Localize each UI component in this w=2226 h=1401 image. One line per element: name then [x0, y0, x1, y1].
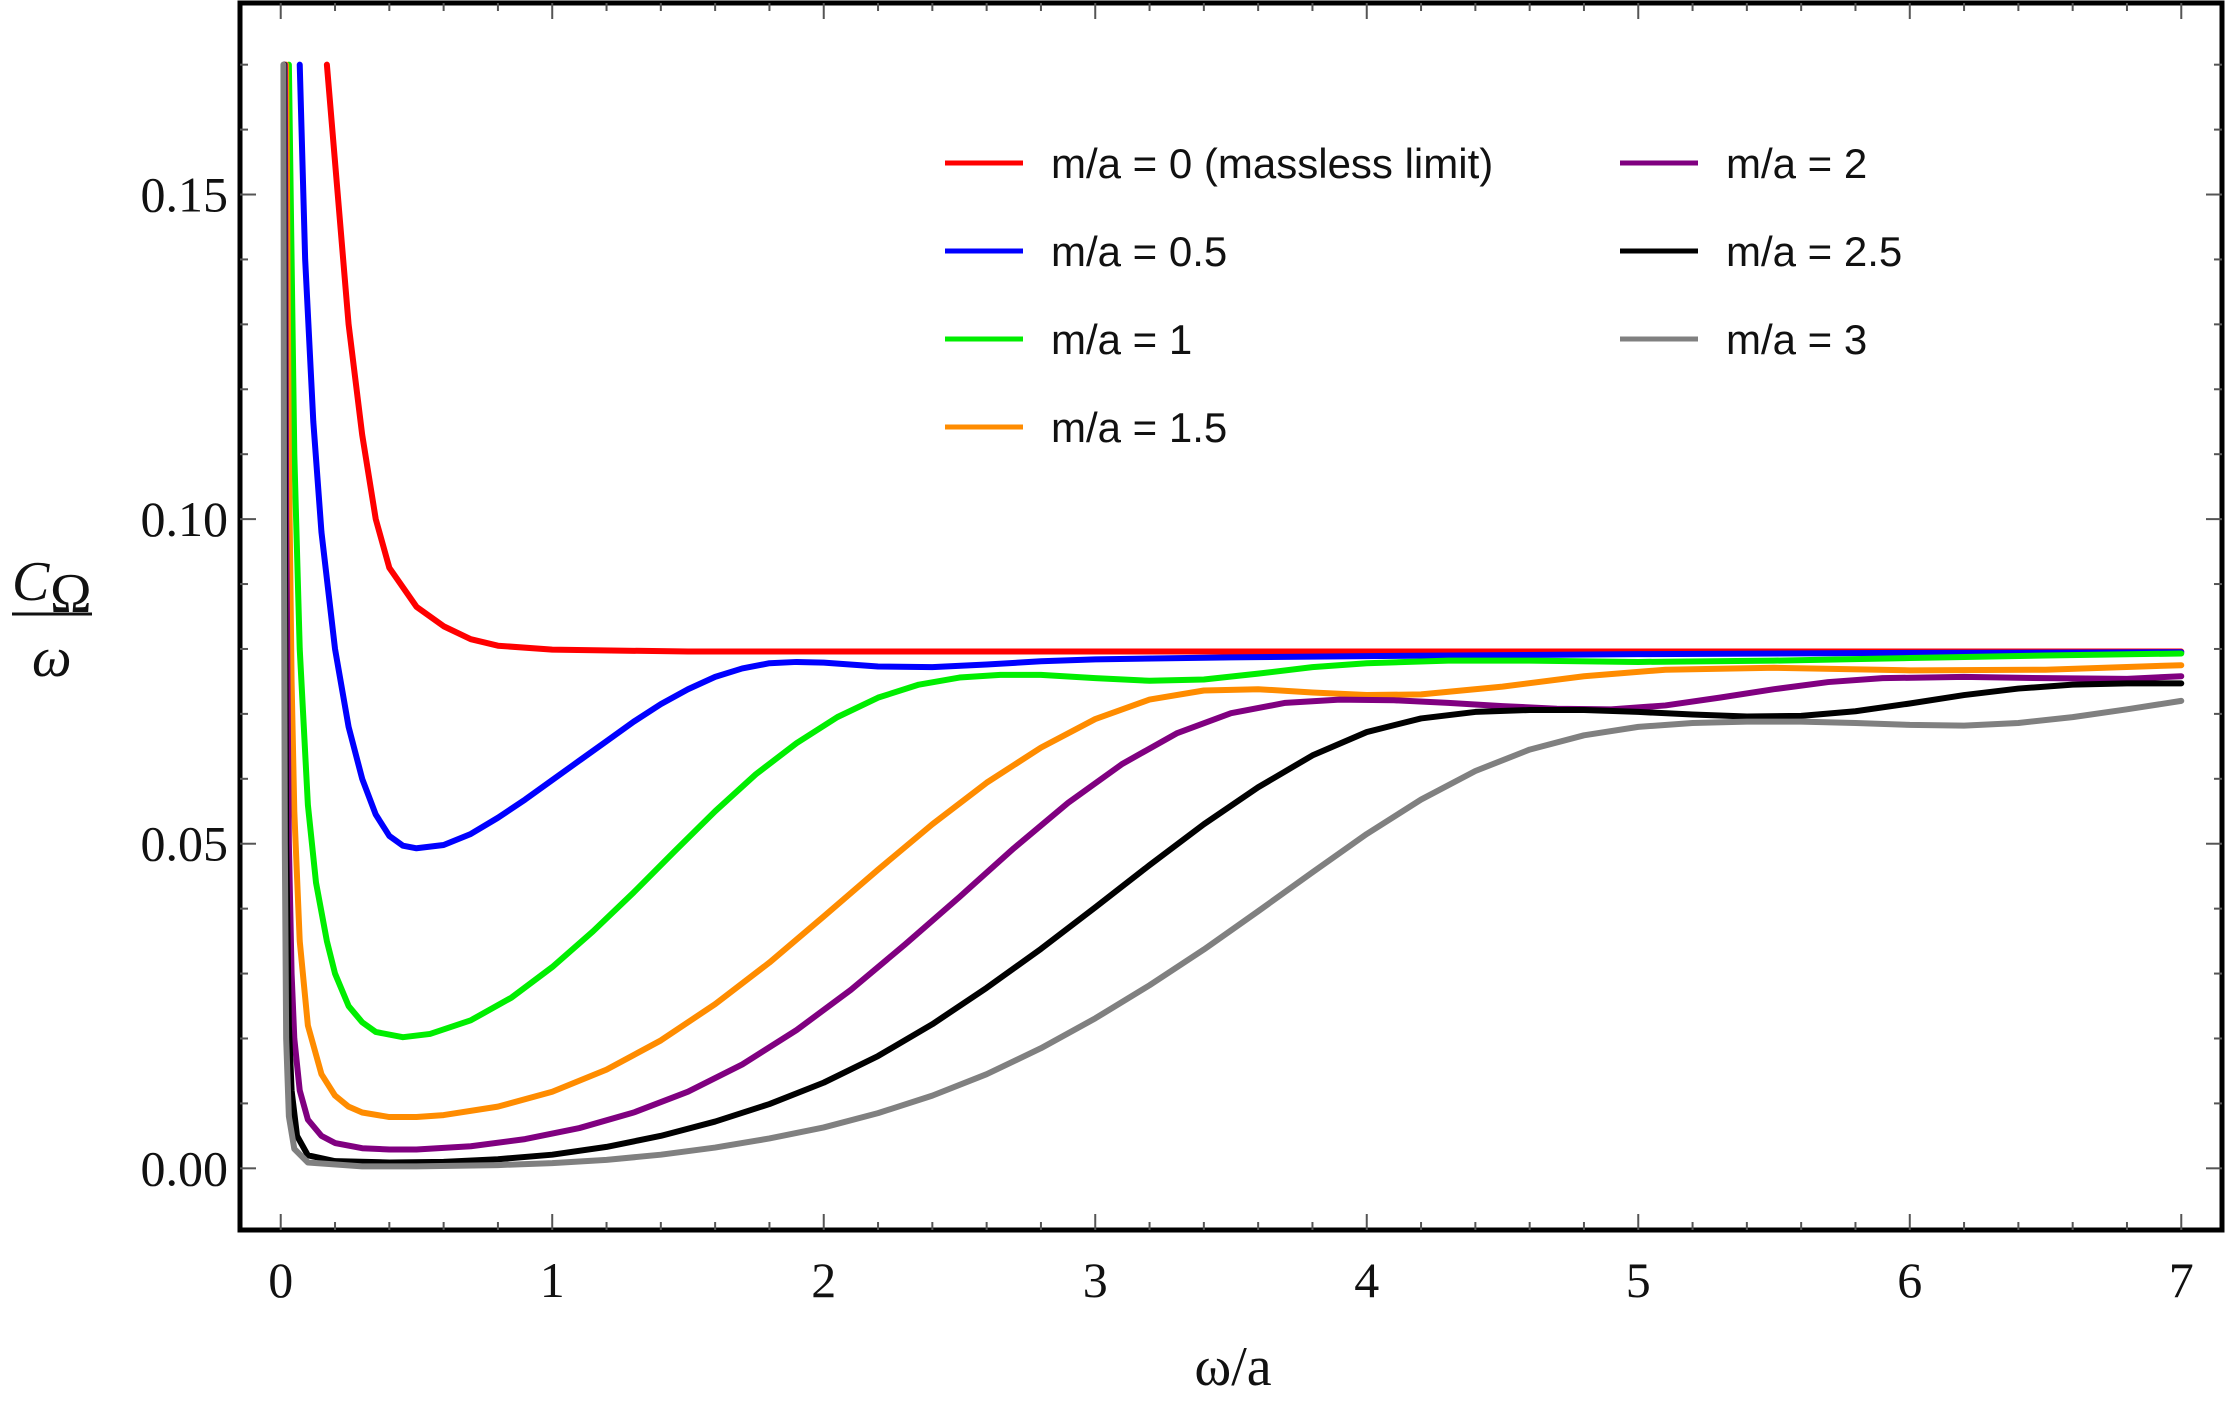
- legend-label-0: m/a = 0 (massless limit): [1051, 140, 1493, 187]
- tick-labels: 0 1 2 3 4 5 6 7 0.00 0.05 0.10 0.15: [141, 167, 2194, 1308]
- series-line-6: [280, 61, 2185, 1170]
- series-layer: [280, 61, 2185, 1170]
- legend-label-3: m/a = 1.5: [1051, 404, 1227, 451]
- series-line-2: [285, 61, 2185, 1041]
- y-tick-label-1: 0.05: [141, 816, 229, 872]
- y-tick-label-3: 0.15: [141, 167, 229, 223]
- y-label-subscript: Ω: [50, 563, 92, 625]
- y-label-numerator: C: [12, 551, 50, 613]
- series-line-3: [283, 61, 2185, 1121]
- series-line-4: [281, 61, 2185, 1153]
- x-tick-label-4: 4: [1354, 1252, 1379, 1308]
- legend-label-4: m/a = 2: [1726, 140, 1867, 187]
- legend-label-6: m/a = 3: [1726, 316, 1867, 363]
- axis-ticks: [240, 3, 2222, 1230]
- legend: m/a = 0 (massless limit) m/a = 0.5 m/a = 1…: [945, 140, 1902, 451]
- x-tick-label-1: 1: [540, 1252, 565, 1308]
- y-tick-label-2: 0.10: [141, 491, 229, 547]
- y-axis-label: C Ω ω: [12, 551, 92, 689]
- series-line-1: [296, 61, 2185, 852]
- x-axis-label: ω/a: [1194, 1336, 1271, 1398]
- x-tick-label-5: 5: [1626, 1252, 1651, 1308]
- legend-label-1: m/a = 0.5: [1051, 228, 1227, 275]
- x-tick-label-2: 2: [811, 1252, 836, 1308]
- legend-label-5: m/a = 2.5: [1726, 228, 1902, 275]
- series-line-0: [323, 61, 2185, 655]
- x-tick-label-6: 6: [1897, 1252, 1922, 1308]
- series-line-5: [280, 61, 2185, 1166]
- y-label-denominator: ω: [32, 627, 72, 689]
- x-tick-label-3: 3: [1083, 1252, 1108, 1308]
- y-tick-label-0: 0.00: [141, 1140, 229, 1196]
- legend-label-2: m/a = 1: [1051, 316, 1192, 363]
- x-tick-label-7: 7: [2169, 1252, 2194, 1308]
- plot-frame: [237, 0, 2225, 1233]
- x-tick-label-0: 0: [268, 1252, 293, 1308]
